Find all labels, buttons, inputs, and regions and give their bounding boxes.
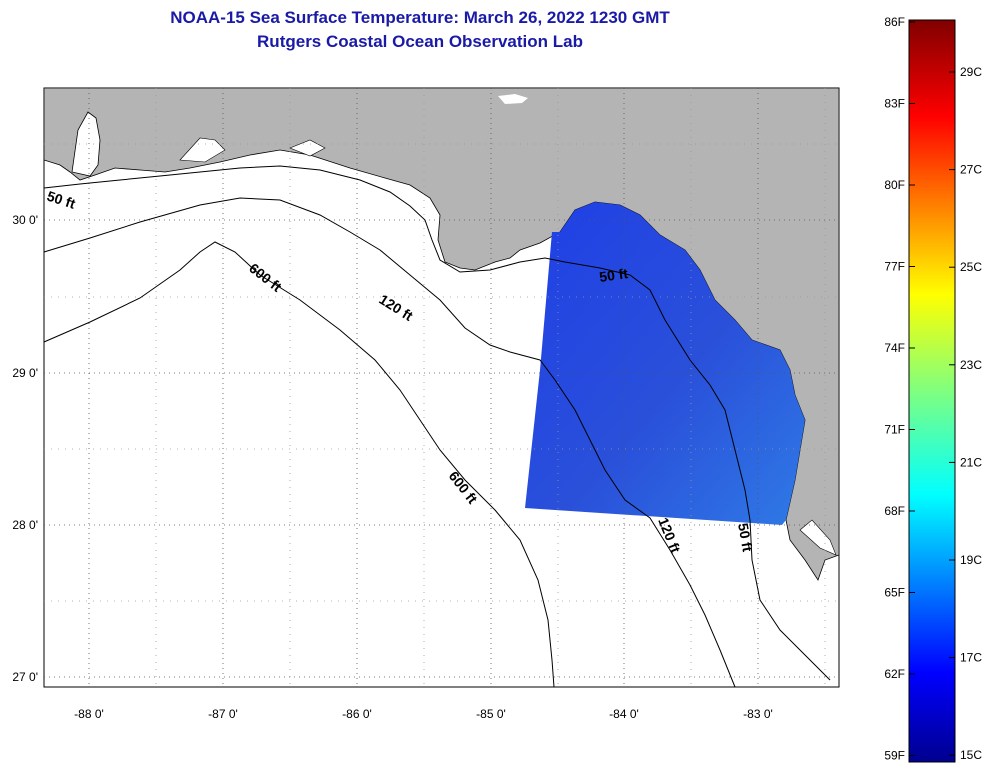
tampa-bay — [799, 519, 837, 556]
colorbar-fahrenheit-labels: 86F 83F 80F 77F 74F 71F 68F 65F 62F 59F — [884, 15, 915, 763]
colorbar-f-label: 80F — [884, 178, 905, 192]
longitude-labels: -88 0' -87 0' -86 0' -85 0' -84 0' -83 0' — [74, 707, 773, 721]
lon-label: -83 0' — [743, 707, 773, 721]
colorbar-f-label: 71F — [884, 423, 905, 437]
colorbar-c-label: 29C — [960, 65, 982, 79]
colorbar-c-label: 17C — [960, 651, 982, 665]
contour-120ft — [43, 197, 736, 688]
colorbar-c-label: 19C — [960, 553, 982, 567]
colorbar-celsius-labels: 29C 27C 25C 23C 21C 19C 17C 15C — [949, 65, 982, 762]
colorbar-f-label: 74F — [884, 341, 905, 355]
colorbar-f-label: 65F — [884, 586, 905, 600]
contour-50ft — [43, 165, 831, 681]
bay — [289, 139, 326, 157]
lon-label: -84 0' — [609, 707, 639, 721]
colorbar-c-label: 25C — [960, 260, 982, 274]
contour-label: 50 ft — [598, 265, 629, 285]
colorbar-c-label: 21C — [960, 455, 982, 469]
colorbar — [908, 19, 956, 763]
map-title: NOAA-15 Sea Surface Temperature: March 2… — [170, 8, 670, 27]
lon-label: -87 0' — [208, 707, 238, 721]
lat-label: 28 0' — [12, 518, 38, 532]
lake — [498, 94, 528, 104]
colorbar-f-label: 77F — [884, 260, 905, 274]
lon-label: -86 0' — [342, 707, 372, 721]
colorbar-f-label: 68F — [884, 504, 905, 518]
lon-label: -85 0' — [476, 707, 506, 721]
contour-label: 50 ft — [735, 522, 756, 553]
colorbar-c-label: 27C — [960, 163, 982, 177]
colorbar-c-label: 23C — [960, 358, 982, 372]
map-subtitle: Rutgers Coastal Ocean Observation Lab — [257, 32, 583, 51]
colorbar-f-label: 86F — [884, 15, 905, 29]
lon-label: -88 0' — [74, 707, 104, 721]
colorbar-f-label: 59F — [884, 749, 905, 763]
bay — [179, 137, 226, 163]
colorbar-c-label: 15C — [960, 748, 982, 762]
sst-patch — [525, 202, 805, 525]
lat-label: 27 0' — [12, 670, 38, 684]
latitude-labels: 30 0' 29 0' 28 0' 27 0' — [12, 213, 38, 684]
lat-label: 29 0' — [12, 366, 38, 380]
contour-600ft — [43, 241, 555, 688]
lat-label: 30 0' — [12, 213, 38, 227]
colorbar-f-label: 83F — [884, 97, 905, 111]
colorbar-f-label: 62F — [884, 667, 905, 681]
